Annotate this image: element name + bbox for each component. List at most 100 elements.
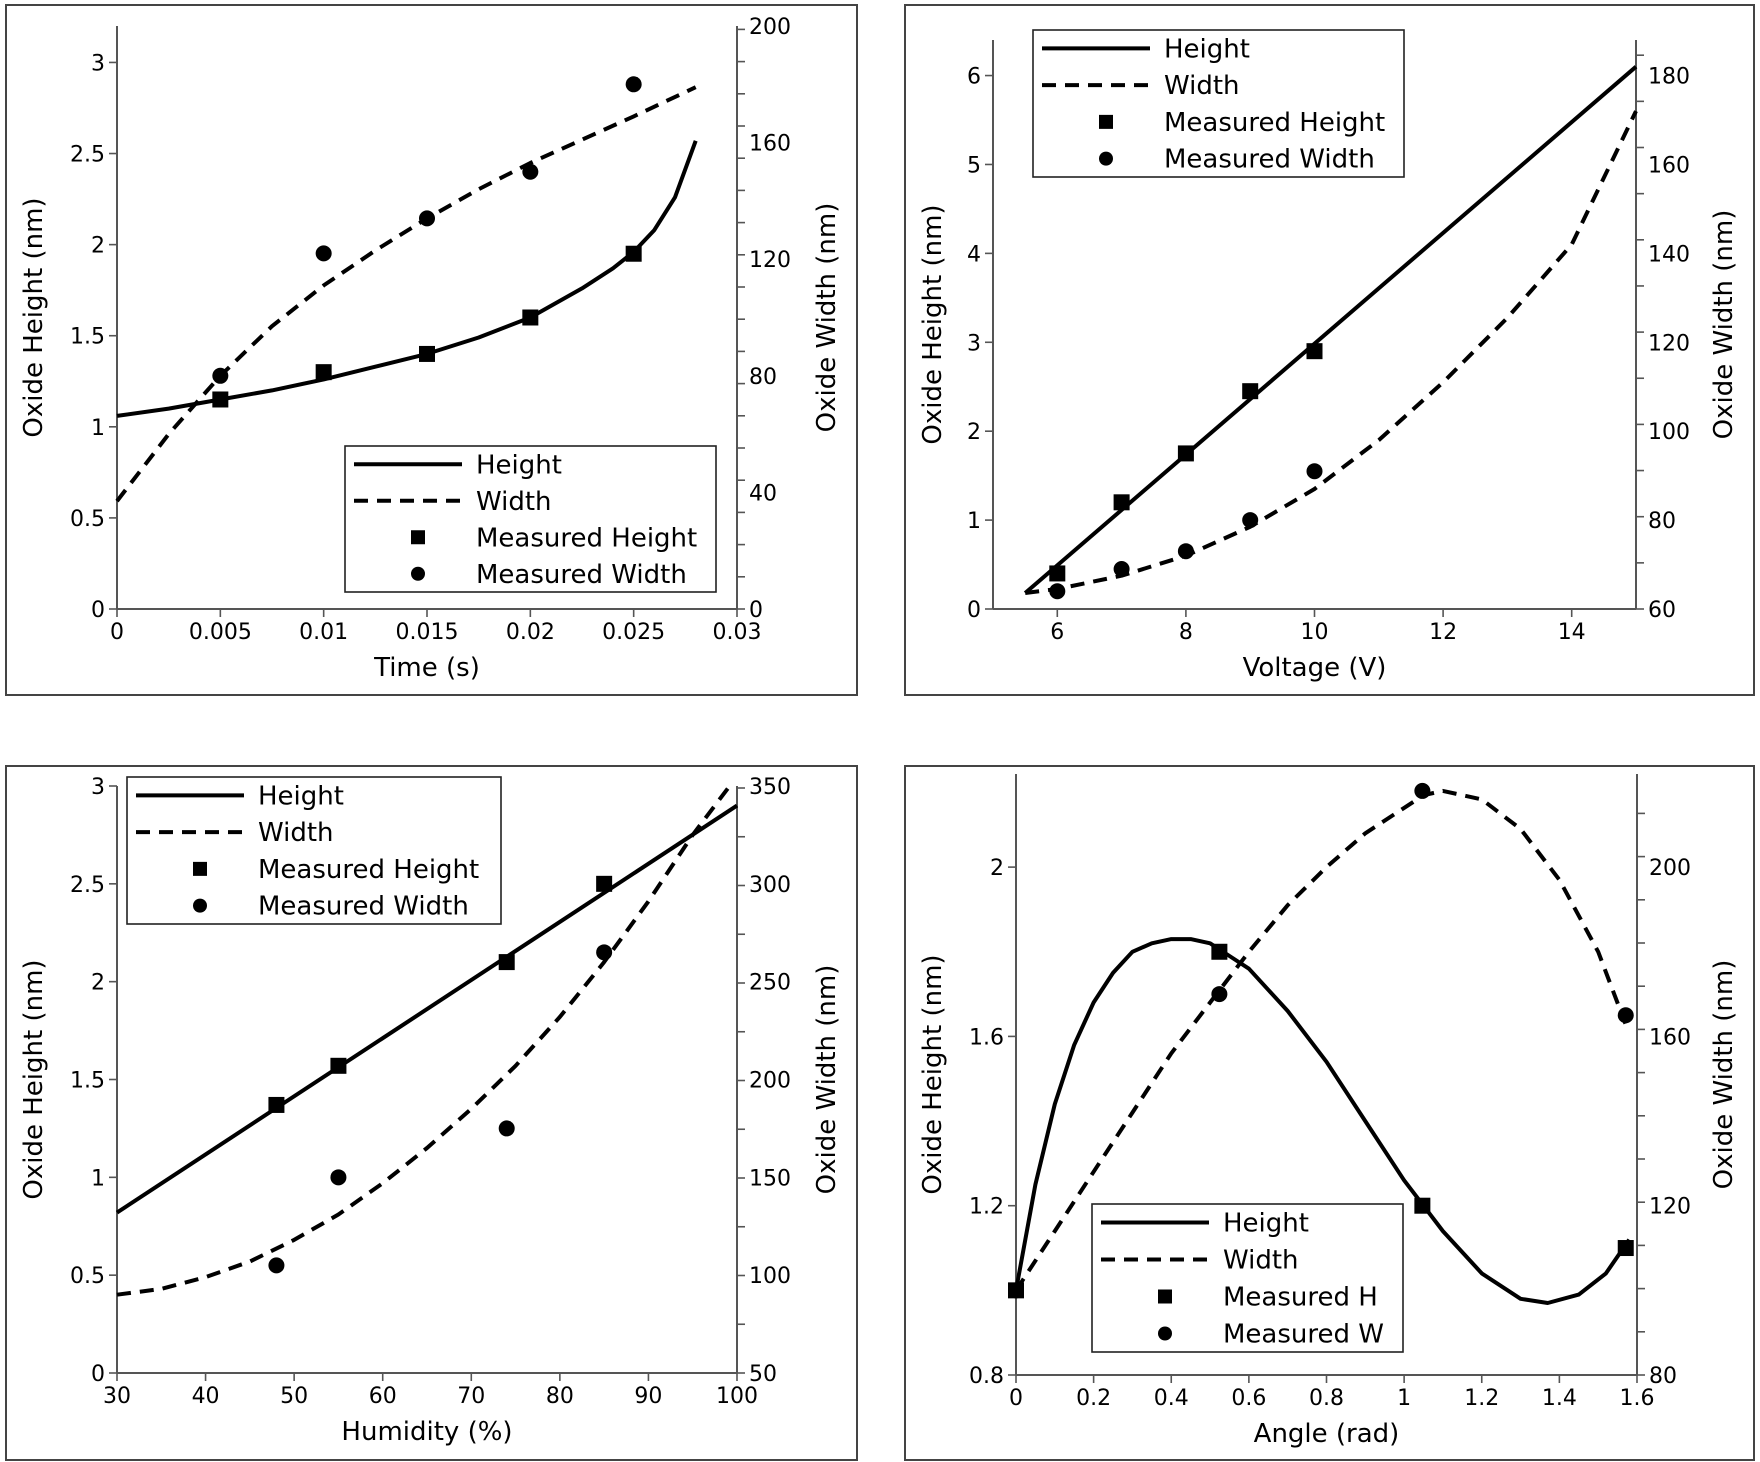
marker-measured-height: [268, 1096, 285, 1113]
x-axis-label: Angle (rad): [1254, 1419, 1400, 1449]
legend-label: Height: [1164, 34, 1250, 64]
legend-handle-square: [193, 861, 207, 876]
legend-handle-square: [411, 530, 425, 545]
marker-measured-width: [330, 1169, 347, 1186]
series-line-height: [116, 140, 698, 418]
x-tick-label: 1.2: [1464, 1386, 1499, 1411]
y-tick-label: 3: [91, 51, 105, 76]
series-line-width: [1014, 788, 1628, 1292]
legend-label: Width: [1164, 71, 1240, 101]
marker-measured-height: [596, 875, 613, 892]
marker-measured-height: [625, 245, 642, 262]
legend-handle-circle: [1158, 1326, 1172, 1341]
marker-measured-width: [212, 367, 229, 384]
y-tick-label: 0.8: [969, 1364, 1004, 1389]
y-tick-label: 0: [967, 598, 981, 623]
y-tick-label: 2: [990, 856, 1004, 881]
marker-measured-w: [1414, 782, 1431, 799]
y2-tick-label: 120: [1648, 331, 1690, 356]
marker-measured-w: [1211, 986, 1228, 1003]
y2-tick-label: 60: [1648, 598, 1676, 623]
x-tick-label: 0: [110, 620, 124, 645]
x-tick-label: 30: [103, 1384, 131, 1409]
legend-box: [1091, 1203, 1404, 1353]
marker-measured-width: [268, 1257, 285, 1274]
y-tick-label: 1.6: [969, 1025, 1004, 1050]
x-tick-label: 70: [457, 1384, 485, 1409]
legend-label: Measured Height: [476, 523, 697, 553]
y-tick-label: 2: [91, 971, 105, 996]
marker-measured-width: [1049, 583, 1066, 600]
legend-label: Height: [476, 450, 562, 480]
y2-tick-label: 0: [749, 598, 763, 623]
x-tick-label: 0: [1009, 1386, 1023, 1411]
y2-tick-label: 100: [1648, 420, 1690, 445]
marker-measured-width: [1177, 543, 1194, 560]
y-axis-label-left: Oxide Height (nm): [918, 204, 948, 444]
y-tick-label: 1: [91, 1166, 105, 1191]
y2-tick-label: 350: [749, 775, 791, 800]
marker-measured-h: [1617, 1240, 1634, 1257]
chart-panel-2: 6 8 10 12 1401234566080100120140160180Voltag…: [904, 4, 1755, 696]
y-axis-label-left: Oxide Height (nm): [19, 959, 49, 1199]
marker-measured-height: [315, 364, 332, 381]
x-tick-label: 8: [1179, 620, 1193, 645]
x-tick-label: 40: [192, 1384, 220, 1409]
marker-measured-height: [419, 345, 435, 362]
marker-measured-height: [330, 1057, 347, 1074]
legend-label: Measured Width: [258, 892, 469, 922]
marker-measured-height: [498, 954, 515, 971]
series-line-width: [116, 780, 735, 1297]
x-tick-label: 0.015: [396, 620, 459, 645]
x-tick-label: 10: [1301, 620, 1329, 645]
legend-handle-circle: [1099, 151, 1113, 166]
marker-measured-height: [212, 391, 229, 408]
legend-label: Measured H: [1223, 1283, 1378, 1313]
legend-label: Measured W: [1223, 1320, 1384, 1350]
y-tick-label: 2.5: [70, 143, 105, 168]
marker-measured-h: [1414, 1197, 1431, 1214]
x-tick-label: 1: [1397, 1386, 1411, 1411]
marker-measured-width: [522, 163, 539, 180]
y2-tick-label: 120: [1649, 1195, 1691, 1220]
marker-measured-height: [1177, 445, 1194, 462]
y2-tick-label: 200: [749, 1069, 791, 1094]
legend-label: Height: [1223, 1209, 1309, 1239]
y2-tick-label: 200: [749, 15, 791, 40]
marker-measured-height: [1242, 383, 1259, 400]
x-tick-label: 50: [280, 1384, 308, 1409]
marker-measured-height: [1049, 565, 1066, 582]
x-axis-label: Time (s): [373, 653, 480, 683]
y-tick-label: 0: [91, 598, 105, 623]
chart-panel-1: 0 0.005 0.01 0.015 0.02 0.025 0.0300.511.522.5…: [5, 4, 858, 696]
y-axis-label-left: Oxide Height (nm): [918, 954, 948, 1194]
y2-tick-label: 120: [749, 248, 791, 273]
marker-measured-width: [596, 944, 613, 961]
y2-tick-label: 200: [1649, 856, 1691, 881]
legend-label: Width: [1223, 1246, 1299, 1276]
x-axis-label: Humidity (%): [341, 1417, 512, 1447]
marker-measured-width: [1306, 463, 1323, 480]
marker-measured-width: [315, 245, 332, 262]
series-line-width: [115, 85, 697, 503]
y2-tick-label: 180: [1648, 65, 1690, 90]
y2-tick-label: 160: [1649, 1025, 1691, 1050]
legend: Height Width Measured Height Measured Width: [344, 445, 717, 593]
x-tick-label: 1.6: [1620, 1386, 1655, 1411]
legend-handle-square: [1099, 114, 1113, 129]
marker-measured-height: [1113, 494, 1130, 511]
legend-box: [126, 776, 502, 925]
chart-panel-3: 30 40 50 60 70 80 90 10000.511.522.535010015020…: [5, 765, 858, 1461]
x-tick-label: 12: [1429, 620, 1457, 645]
x-axis-label: Voltage (V): [1243, 653, 1387, 683]
chart-panel-4: 0 0.2 0.4 0.6 0.8 1 1.2 1.4 1.6 0.8 1.2 1.6 2 80 120 16…: [904, 765, 1755, 1461]
y2-tick-label: 150: [749, 1166, 791, 1191]
y-tick-label: 5: [967, 153, 981, 178]
marker-measured-width: [1242, 512, 1259, 529]
legend: Height Width Measured Height Measured Width: [1032, 29, 1405, 178]
legend-handle-square: [1158, 1289, 1172, 1304]
legend-box: [1032, 29, 1405, 178]
y2-tick-label: 80: [1648, 509, 1676, 534]
marker-measured-width: [419, 210, 435, 227]
legend-label: Measured Width: [476, 560, 687, 590]
